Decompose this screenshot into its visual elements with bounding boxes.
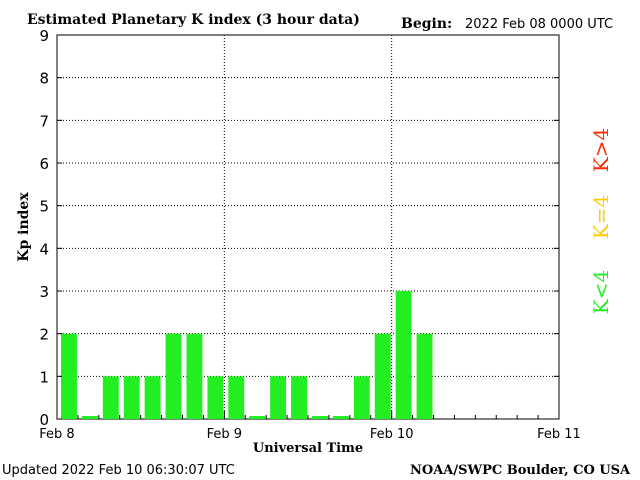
y-tick-label: 7 <box>39 112 49 130</box>
updated-timestamp: Updated 2022 Feb 10 06:30:07 UTC <box>2 463 235 478</box>
x-axis-ticks: Feb 8 Feb 9 Feb 10 Feb 11 <box>39 411 581 442</box>
y-tick-label: 6 <box>39 155 49 173</box>
kp-bar <box>228 376 245 419</box>
source-credit: NOAA/SWPC Boulder, CO USA <box>410 463 631 478</box>
y-tick-label: 2 <box>39 326 49 344</box>
kp-bar <box>102 376 119 419</box>
begin-label: Begin: <box>401 16 452 32</box>
kp-bar <box>332 416 349 419</box>
y-axis-label: Kp index <box>16 192 32 262</box>
x-tick-label: Feb 8 <box>39 427 74 442</box>
kp-bar <box>291 376 307 419</box>
kp-bar <box>207 376 224 419</box>
y-tick-label: 3 <box>39 283 49 301</box>
legend-low: K<4 <box>589 270 613 314</box>
kp-bar <box>353 376 370 419</box>
kp-bar <box>395 291 412 419</box>
grid-lines <box>57 34 559 419</box>
kp-bar <box>249 416 266 419</box>
plot-frame <box>56 34 560 420</box>
x-axis-label: Universal Time <box>253 441 363 456</box>
y-tick-label: 1 <box>39 368 49 386</box>
y-tick-label: 0 <box>39 411 49 429</box>
legend-equal: K=4 <box>589 195 613 239</box>
kp-bar <box>81 416 98 419</box>
kp-bar <box>61 333 77 419</box>
y-tick-label: 5 <box>39 198 49 216</box>
kp-bar <box>374 333 391 419</box>
kp-bar <box>186 333 203 419</box>
bars-group <box>61 291 433 419</box>
kp-bar <box>312 416 328 419</box>
x-tick-label: Feb 11 <box>537 427 581 442</box>
begin-value: 2022 Feb 08 0000 UTC <box>465 17 613 32</box>
x-tick-label: Feb 10 <box>370 427 414 442</box>
y-tick-label: 9 <box>39 27 49 45</box>
x-tick-label: Feb 9 <box>207 427 242 442</box>
y-axis-ticks: 0 1 2 3 4 5 6 7 8 9 <box>39 27 559 429</box>
y-tick-label: 8 <box>39 70 49 88</box>
kp-bar <box>270 376 287 419</box>
legend-high: K>4 <box>589 128 613 172</box>
kp-bar <box>416 333 433 419</box>
y-tick-label: 4 <box>39 240 49 258</box>
chart-title: Estimated Planetary K index (3 hour data… <box>27 12 360 28</box>
kp-bar <box>123 376 140 419</box>
kp-bar <box>144 376 161 419</box>
kp-bar <box>165 333 182 419</box>
